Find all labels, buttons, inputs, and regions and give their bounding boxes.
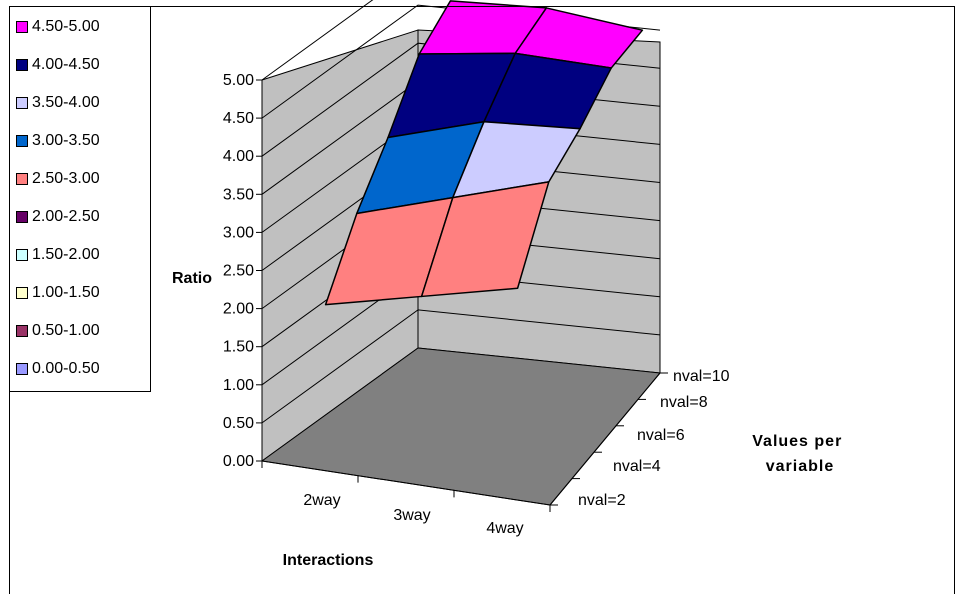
legend-label: 1.50-2.00 [32, 246, 100, 263]
legend-swatch [16, 21, 28, 33]
legend-entry: 1.50-2.00 [16, 245, 100, 265]
z-tick-label: 5.00 [223, 72, 254, 89]
y-axis-line [549, 372, 661, 506]
z-tick-label: 1.00 [223, 377, 254, 394]
z-tick-label: 0.00 [223, 453, 254, 470]
legend-entry: 2.00-2.50 [16, 207, 100, 227]
surface-plot [324, 0, 644, 306]
y-axis-title: Values per variable [752, 433, 848, 475]
z-tick-label: 3.50 [223, 186, 254, 203]
gridline [261, 0, 374, 81]
surface-cell [420, 181, 550, 298]
legend-label: 1.00-1.50 [32, 284, 100, 301]
gridline [261, 309, 661, 424]
legend-swatch [16, 249, 28, 261]
legend-entry: 0.00-0.50 [16, 359, 100, 379]
legend-entry: 3.00-3.50 [16, 131, 100, 151]
z-tick-label: 2.00 [223, 301, 254, 318]
x-axis-line [261, 460, 551, 506]
legend-swatch [16, 173, 28, 185]
legend-entry: 2.50-3.00 [16, 169, 100, 189]
legend-label: 3.50-4.00 [32, 94, 100, 111]
z-tick-label: 0.50 [223, 415, 254, 432]
y-tick-label: nval=6 [637, 427, 685, 444]
x-tick-label: 4way [486, 520, 523, 537]
legend-label: 4.50-5.00 [32, 18, 100, 35]
y-tick-label: nval=10 [673, 368, 730, 385]
legend-swatch [16, 135, 28, 147]
z-tick-label: 3.00 [223, 224, 254, 241]
legend-swatch [16, 211, 28, 223]
legend-entry: 1.00-1.50 [16, 283, 100, 303]
legend-swatch [16, 287, 28, 299]
z-axis-ticks: 0.00 0.50 1.00 1.50 2.00 2.50 3.00 3.50 4.00 4.50… [223, 72, 262, 470]
legend-swatch [16, 325, 28, 337]
z-tick-label: 4.50 [223, 110, 254, 127]
legend: 4.50-5.00 4.00-4.50 3.50-4.00 3.00-3.50 2.50… [9, 6, 151, 392]
legend-label: 3.00-3.50 [32, 132, 100, 149]
z-tick-label: 1.50 [223, 339, 254, 356]
legend-label: 2.50-3.00 [32, 170, 100, 187]
legend-swatch [16, 363, 28, 375]
legend-swatch [16, 59, 28, 71]
legend-entry: 4.00-4.50 [16, 55, 100, 75]
z-tick-label: 2.50 [223, 263, 254, 280]
x-axis-title: Interactions [283, 552, 374, 569]
legend-label: 0.00-0.50 [32, 360, 100, 377]
y-tick-label: nval=2 [578, 492, 626, 509]
z-axis-title: Ratio [172, 270, 212, 287]
legend-entry: 3.50-4.00 [16, 93, 100, 113]
legend-entry: 4.50-5.00 [16, 17, 100, 37]
x-tick-label: 3way [393, 507, 430, 524]
y-tick-label: nval=4 [613, 458, 661, 475]
legend-entry: 0.50-1.00 [16, 321, 100, 341]
legend-label: 4.00-4.50 [32, 56, 100, 73]
legend-label: 0.50-1.00 [32, 322, 100, 339]
x-tick-label: 2way [303, 492, 340, 509]
legend-label: 2.00-2.50 [32, 208, 100, 225]
y-tick-label: nval=8 [660, 394, 708, 411]
z-tick-label: 4.00 [223, 148, 254, 165]
x-axis-ticks: 2way 3way 4way [261, 461, 551, 537]
legend-swatch [16, 97, 28, 109]
y-axis-ticks: nval=2 nval=4 nval=6 nval=8 nval=10 [550, 368, 730, 509]
